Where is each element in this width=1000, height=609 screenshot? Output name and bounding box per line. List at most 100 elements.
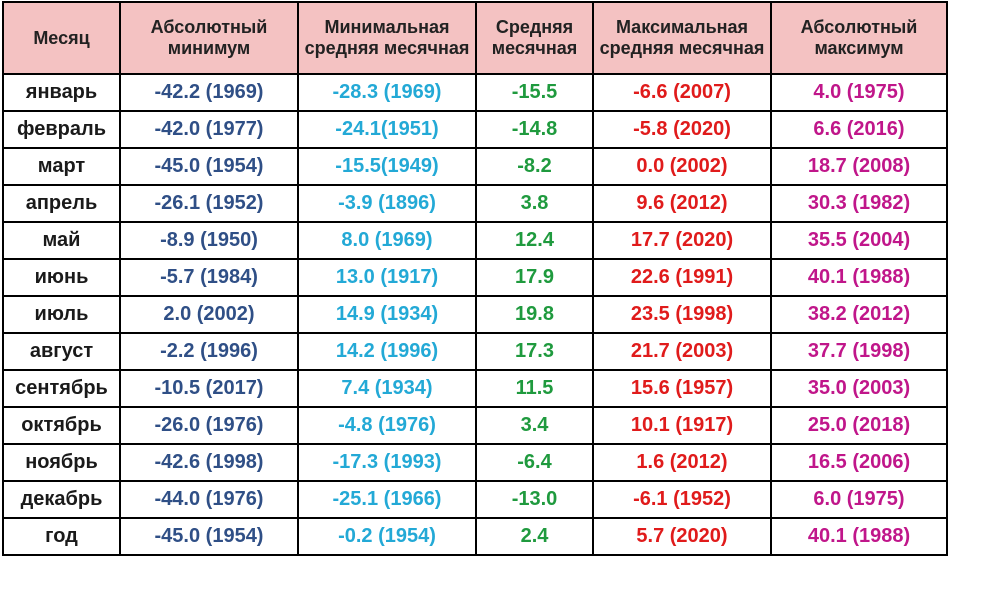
header-abs-min: Абсолютный минимум — [119, 1, 299, 75]
avg-cell: -13.0 — [475, 480, 594, 519]
avg-cell: 3.8 — [475, 184, 594, 223]
max-avg-cell: 15.6 (1957) — [592, 369, 772, 408]
avg-cell: 17.3 — [475, 332, 594, 371]
table-row: апрель -26.1 (1952) -3.9 (1896) 3.8 9.6 (201… — [2, 184, 948, 223]
table-header: Месяц Абсолютный минимум Минимальная сре… — [2, 1, 948, 75]
abs-min-cell: -42.2 (1969) — [119, 73, 299, 112]
month-cell: февраль — [2, 110, 121, 149]
header-month: Месяц — [2, 1, 121, 75]
avg-cell: 2.4 — [475, 517, 594, 556]
abs-max-cell: 25.0 (2018) — [770, 406, 948, 445]
avg-cell: 11.5 — [475, 369, 594, 408]
table-row: сентябрь -10.5 (2017) 7.4 (1934) 11.5 15.6 (… — [2, 369, 948, 408]
table-row: февраль -42.0 (1977) -24.1(1951) -14.8 -5.8 … — [2, 110, 948, 149]
min-avg-cell: -0.2 (1954) — [297, 517, 477, 556]
table-row: июнь -5.7 (1984) 13.0 (1917) 17.9 22.6 (1991… — [2, 258, 948, 297]
avg-cell: -15.5 — [475, 73, 594, 112]
abs-min-cell: -44.0 (1976) — [119, 480, 299, 519]
max-avg-cell: -5.8 (2020) — [592, 110, 772, 149]
abs-min-cell: -42.0 (1977) — [119, 110, 299, 149]
max-avg-cell: -6.1 (1952) — [592, 480, 772, 519]
max-avg-cell: 10.1 (1917) — [592, 406, 772, 445]
min-avg-cell: -28.3 (1969) — [297, 73, 477, 112]
climate-table: Месяц Абсолютный минимум Минимальная сре… — [2, 1, 948, 556]
min-avg-cell: -17.3 (1993) — [297, 443, 477, 482]
abs-max-cell: 6.0 (1975) — [770, 480, 948, 519]
abs-min-cell: -42.6 (1998) — [119, 443, 299, 482]
abs-max-cell: 37.7 (1998) — [770, 332, 948, 371]
month-cell: сентябрь — [2, 369, 121, 408]
header-abs-max: Абсолютный максимум — [770, 1, 948, 75]
max-avg-cell: 1.6 (2012) — [592, 443, 772, 482]
min-avg-cell: 14.9 (1934) — [297, 295, 477, 334]
header-avg: Средняя месячная — [475, 1, 594, 75]
month-cell: июль — [2, 295, 121, 334]
abs-max-cell: 35.5 (2004) — [770, 221, 948, 260]
abs-max-cell: 35.0 (2003) — [770, 369, 948, 408]
max-avg-cell: 0.0 (2002) — [592, 147, 772, 186]
month-cell: апрель — [2, 184, 121, 223]
abs-max-cell: 38.2 (2012) — [770, 295, 948, 334]
header-row: Месяц Абсолютный минимум Минимальная сре… — [2, 1, 948, 75]
month-cell: март — [2, 147, 121, 186]
min-avg-cell: -15.5(1949) — [297, 147, 477, 186]
abs-min-cell: -8.9 (1950) — [119, 221, 299, 260]
month-cell: август — [2, 332, 121, 371]
table-body: январь -42.2 (1969) -28.3 (1969) -15.5 -6.6 … — [2, 73, 948, 556]
avg-cell: -14.8 — [475, 110, 594, 149]
abs-min-cell: 2.0 (2002) — [119, 295, 299, 334]
abs-min-cell: -45.0 (1954) — [119, 147, 299, 186]
abs-min-cell: -10.5 (2017) — [119, 369, 299, 408]
abs-min-cell: -26.1 (1952) — [119, 184, 299, 223]
min-avg-cell: -24.1(1951) — [297, 110, 477, 149]
table-row: год -45.0 (1954) -0.2 (1954) 2.4 5.7 (2020) 4… — [2, 517, 948, 556]
max-avg-cell: -6.6 (2007) — [592, 73, 772, 112]
abs-max-cell: 18.7 (2008) — [770, 147, 948, 186]
table-row: май -8.9 (1950) 8.0 (1969) 12.4 17.7 (2020) 3… — [2, 221, 948, 260]
month-cell: год — [2, 517, 121, 556]
table-row: ноябрь -42.6 (1998) -17.3 (1993) -6.4 1.6 (2… — [2, 443, 948, 482]
max-avg-cell: 17.7 (2020) — [592, 221, 772, 260]
abs-min-cell: -5.7 (1984) — [119, 258, 299, 297]
header-min-avg: Минимальная средняя месячная — [297, 1, 477, 75]
header-max-avg: Максимальная средняя месячная — [592, 1, 772, 75]
max-avg-cell: 21.7 (2003) — [592, 332, 772, 371]
table-row: июль 2.0 (2002) 14.9 (1934) 19.8 23.5 (1998)… — [2, 295, 948, 334]
table-row: октябрь -26.0 (1976) -4.8 (1976) 3.4 10.1 (1… — [2, 406, 948, 445]
min-avg-cell: -25.1 (1966) — [297, 480, 477, 519]
table-row: март -45.0 (1954) -15.5(1949) -8.2 0.0 (2002… — [2, 147, 948, 186]
avg-cell: -6.4 — [475, 443, 594, 482]
abs-max-cell: 6.6 (2016) — [770, 110, 948, 149]
abs-min-cell: -26.0 (1976) — [119, 406, 299, 445]
table-row: август -2.2 (1996) 14.2 (1996) 17.3 21.7 (20… — [2, 332, 948, 371]
max-avg-cell: 23.5 (1998) — [592, 295, 772, 334]
min-avg-cell: 14.2 (1996) — [297, 332, 477, 371]
avg-cell: 17.9 — [475, 258, 594, 297]
avg-cell: 19.8 — [475, 295, 594, 334]
min-avg-cell: -3.9 (1896) — [297, 184, 477, 223]
min-avg-cell: 8.0 (1969) — [297, 221, 477, 260]
max-avg-cell: 22.6 (1991) — [592, 258, 772, 297]
abs-max-cell: 30.3 (1982) — [770, 184, 948, 223]
month-cell: декабрь — [2, 480, 121, 519]
min-avg-cell: 7.4 (1934) — [297, 369, 477, 408]
max-avg-cell: 9.6 (2012) — [592, 184, 772, 223]
month-cell: ноябрь — [2, 443, 121, 482]
max-avg-cell: 5.7 (2020) — [592, 517, 772, 556]
abs-max-cell: 4.0 (1975) — [770, 73, 948, 112]
table-row: декабрь -44.0 (1976) -25.1 (1966) -13.0 -6.1… — [2, 480, 948, 519]
abs-max-cell: 40.1 (1988) — [770, 258, 948, 297]
abs-min-cell: -45.0 (1954) — [119, 517, 299, 556]
min-avg-cell: -4.8 (1976) — [297, 406, 477, 445]
abs-max-cell: 40.1 (1988) — [770, 517, 948, 556]
month-cell: май — [2, 221, 121, 260]
min-avg-cell: 13.0 (1917) — [297, 258, 477, 297]
month-cell: октябрь — [2, 406, 121, 445]
table-row: январь -42.2 (1969) -28.3 (1969) -15.5 -6.6 … — [2, 73, 948, 112]
abs-max-cell: 16.5 (2006) — [770, 443, 948, 482]
month-cell: июнь — [2, 258, 121, 297]
avg-cell: -8.2 — [475, 147, 594, 186]
abs-min-cell: -2.2 (1996) — [119, 332, 299, 371]
month-cell: январь — [2, 73, 121, 112]
avg-cell: 12.4 — [475, 221, 594, 260]
